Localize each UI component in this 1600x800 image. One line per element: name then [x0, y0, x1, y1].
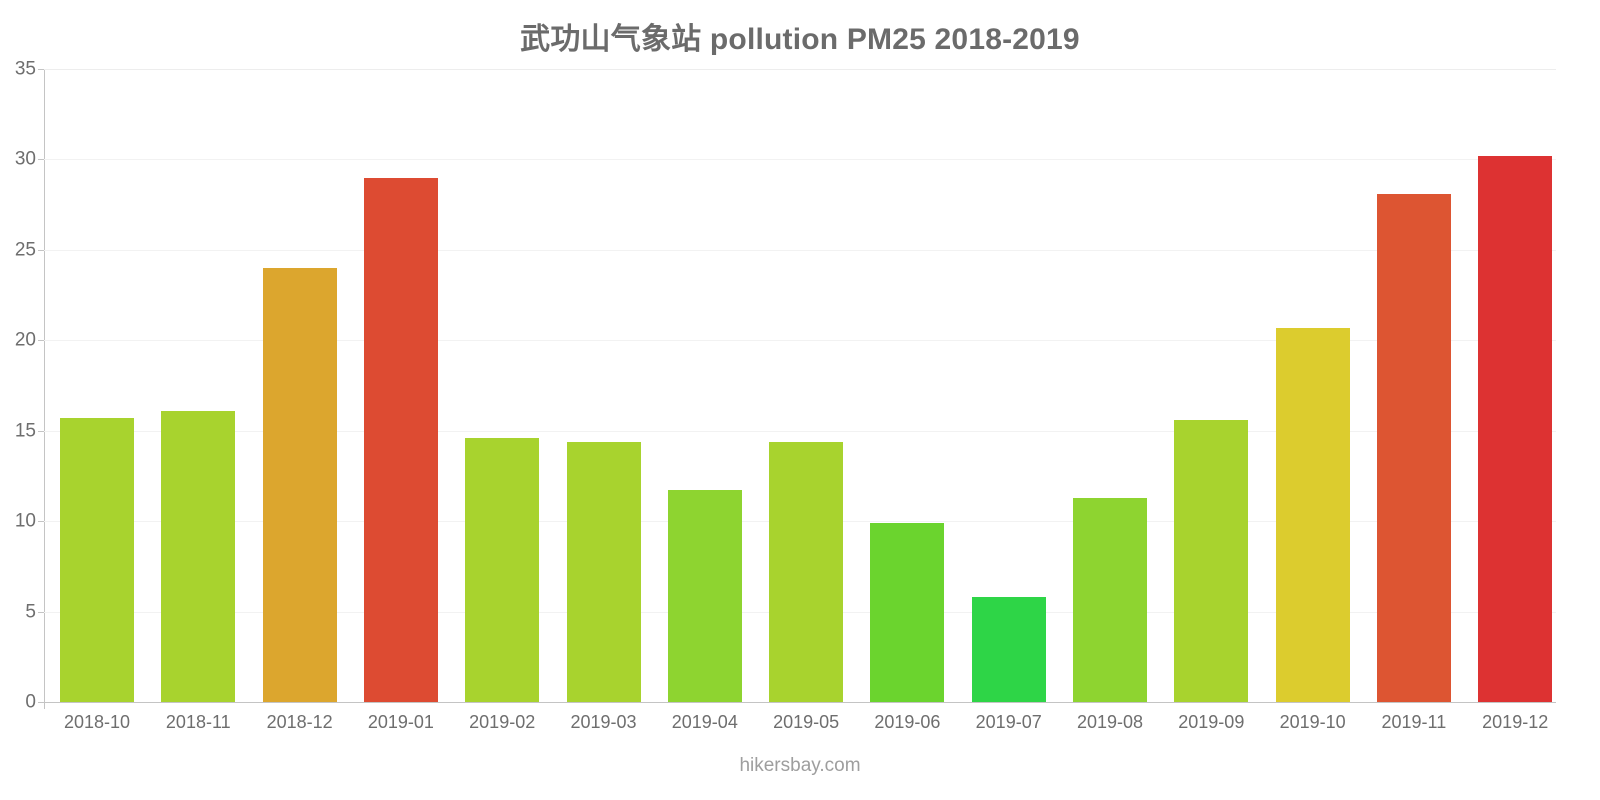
y-axis-tick-mark [38, 521, 44, 523]
y-axis-tick-labels: 0 5 10 15 20 25 30 35 [0, 0, 36, 800]
x-axis-tick-label: 2019-02 [469, 712, 536, 732]
x-axis-tick-label: 2018-12 [266, 712, 333, 732]
x-axis-tick-label: 2019-10 [1279, 712, 1346, 732]
bar-2019-04[interactable] [667, 490, 742, 702]
x-axis-tick-label: 2019-12 [1482, 712, 1549, 732]
x-axis-tick-label: 2019-07 [975, 712, 1042, 732]
bar-2018-10[interactable] [60, 418, 134, 702]
bar-2018-11[interactable] [161, 410, 236, 702]
grid-line [44, 340, 1556, 342]
bar-2019-07[interactable] [971, 597, 1046, 702]
bar-2019-03[interactable] [566, 441, 641, 702]
x-axis-tick-label: 2019-11 [1381, 712, 1447, 732]
grid-line [44, 69, 1556, 70]
bar-2019-12[interactable] [1478, 155, 1553, 702]
x-axis-tick-label: 2018-10 [63, 712, 131, 732]
y-axis-tick-mark [38, 69, 44, 70]
x-axis-tick-label: 2019-05 [773, 712, 840, 732]
grid-line [44, 430, 1556, 432]
bar-2019-05[interactable] [769, 441, 844, 702]
y-axis-line [44, 69, 45, 702]
bar-2019-08[interactable] [1073, 497, 1147, 702]
bar-2018-12[interactable] [262, 267, 337, 702]
plot-area [44, 69, 1556, 702]
x-axis-tick-label: 2018-11 [165, 712, 231, 732]
y-axis-tick-label: 30 [14, 148, 36, 170]
y-axis-tick-label: 5 [25, 601, 36, 623]
bar-2019-02[interactable] [465, 437, 540, 702]
bar-2019-09[interactable] [1174, 419, 1249, 702]
x-axis-tick-label: 2019-01 [367, 712, 434, 732]
chart-title: 武功山气象站 pollution PM25 2018-2019 [520, 23, 1080, 56]
y-axis-tick-label: 20 [14, 329, 36, 351]
y-axis-tick-label: 0 [25, 691, 36, 713]
y-axis-tick-mark [38, 611, 44, 613]
y-axis-tick-mark [38, 249, 44, 251]
y-axis-tick-label: 25 [14, 239, 36, 261]
grid-line [44, 249, 1556, 251]
bar-2019-06[interactable] [870, 522, 945, 702]
y-axis-tick-label: 35 [14, 58, 36, 80]
y-axis-tick-mark [38, 340, 44, 342]
x-axis-tick-label: 2019-04 [671, 712, 738, 732]
x-axis-line [44, 702, 1556, 703]
x-axis-tick-label: 2019-08 [1076, 712, 1144, 732]
bar-2019-10[interactable] [1275, 327, 1350, 702]
y-axis-tick-mark [38, 159, 44, 161]
x-axis-tick-label: 2019-06 [874, 712, 941, 732]
site-watermark: hikersbay.com [739, 755, 861, 776]
y-axis-tick-label: 10 [14, 510, 36, 532]
y-axis-tick-label: 15 [14, 420, 36, 442]
bar-2019-11[interactable] [1376, 193, 1451, 702]
bar-2019-01[interactable] [363, 177, 438, 702]
x-axis-tick-label: 2019-03 [570, 712, 637, 732]
y-axis-tick-mark [38, 430, 44, 432]
x-axis-origin-tick-mark [44, 702, 45, 709]
y-axis-tick-mark [38, 702, 44, 703]
x-axis-tick-label: 2019-09 [1178, 712, 1245, 732]
grid-line [44, 159, 1556, 161]
